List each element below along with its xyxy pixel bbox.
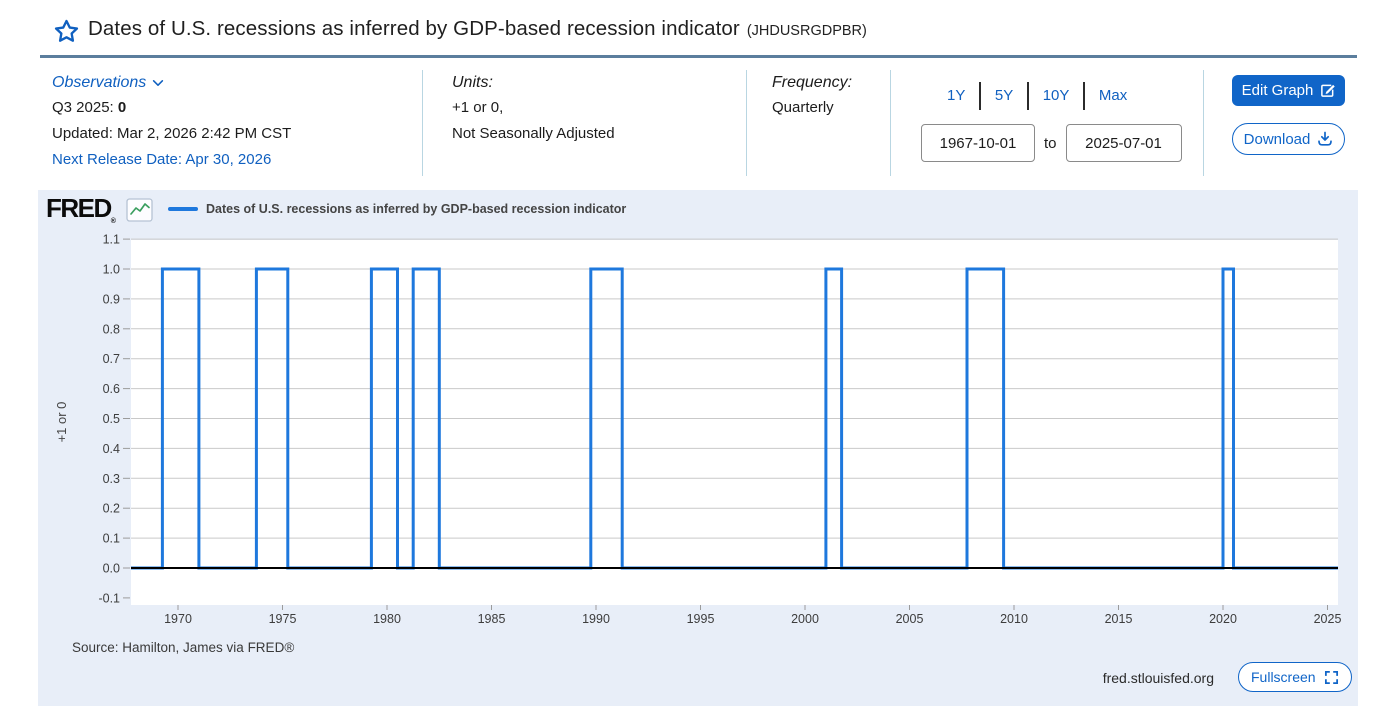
svg-text:0.9: 0.9 [103, 292, 120, 306]
meta-divider [890, 70, 891, 176]
range-link-max[interactable]: Max [1098, 87, 1128, 104]
range-link-separator [979, 82, 981, 110]
next-release-link[interactable]: Next Release Date: Apr 30, 2026 [52, 151, 272, 168]
fred-logo-chart-icon [126, 198, 153, 222]
svg-text:1985: 1985 [478, 612, 506, 626]
date-range-controls: to [921, 124, 1182, 162]
series-id: (JHDUSRGDPBR) [746, 23, 867, 39]
svg-text:1980: 1980 [373, 612, 401, 626]
download-button[interactable]: Download [1232, 123, 1345, 155]
page-title-row: Dates of U.S. recessions as inferred by … [88, 17, 867, 41]
date-range-to-label: to [1044, 134, 1057, 152]
svg-text:1995: 1995 [687, 612, 715, 626]
legend-line-swatch [168, 207, 198, 211]
start-date-input[interactable] [921, 124, 1035, 162]
units-label: Units: [452, 74, 493, 91]
chart-card: FRED® Dates of U.S. recessions as inferr… [38, 190, 1358, 706]
frequency-section: Frequency: Quarterly [772, 71, 852, 121]
fred-logo[interactable]: FRED® [46, 193, 116, 225]
svg-text:2000: 2000 [791, 612, 819, 626]
fullscreen-label: Fullscreen [1251, 669, 1316, 685]
range-link-separator [1027, 82, 1029, 110]
svg-text:0.0: 0.0 [103, 562, 120, 576]
chevron-down-icon [153, 80, 164, 86]
edit-pencil-icon [1321, 84, 1336, 97]
favorite-star-icon[interactable] [54, 19, 79, 44]
observations-label: Observations [52, 74, 147, 91]
edit-graph-button[interactable]: Edit Graph [1232, 75, 1345, 106]
title-divider [40, 55, 1357, 58]
units-section: Units: +1 or 0, Not Seasonally Adjusted [452, 71, 615, 147]
svg-text:2025: 2025 [1314, 612, 1342, 626]
frequency-label: Frequency: [772, 74, 853, 91]
svg-text:2010: 2010 [1000, 612, 1028, 626]
units-value-line2: Not Seasonally Adjusted [452, 125, 615, 142]
edit-graph-label: Edit Graph [1241, 82, 1314, 99]
svg-text:1.1: 1.1 [103, 233, 120, 247]
svg-text:0.6: 0.6 [103, 382, 120, 396]
chart-source: Source: Hamilton, James via FRED® [72, 640, 295, 655]
legend-series-label[interactable]: Dates of U.S. recessions as inferred by … [206, 202, 627, 216]
chart-legend: Dates of U.S. recessions as inferred by … [168, 202, 626, 216]
svg-text:2015: 2015 [1105, 612, 1133, 626]
range-link-1y[interactable]: 1Y [947, 87, 966, 104]
page-title: Dates of U.S. recessions as inferred by … [88, 17, 740, 40]
svg-text:0.1: 0.1 [103, 532, 120, 546]
svg-text:1970: 1970 [164, 612, 192, 626]
fred-logo-registered-mark: ® [110, 218, 116, 225]
range-link-5y[interactable]: 5Y [994, 87, 1014, 104]
updated-timestamp: Updated: Mar 2, 2026 2:42 PM CST [52, 125, 292, 142]
svg-text:1990: 1990 [582, 612, 610, 626]
svg-text:0.5: 0.5 [103, 412, 120, 426]
svg-text:1.0: 1.0 [103, 263, 120, 277]
range-link-separator [1083, 82, 1085, 110]
observations-dropdown[interactable]: Observations [52, 71, 291, 95]
latest-observation-value: 0 [117, 99, 127, 116]
meta-divider [1203, 70, 1204, 176]
graph-actions: Edit Graph Download [1232, 75, 1345, 155]
svg-text:0.8: 0.8 [103, 322, 120, 336]
fullscreen-icon [1324, 670, 1338, 684]
svg-text:0.7: 0.7 [103, 352, 120, 366]
download-icon [1318, 131, 1333, 146]
svg-text:2005: 2005 [896, 612, 924, 626]
latest-observation: Q3 2025: 0 [52, 99, 127, 116]
meta-divider [746, 70, 747, 176]
fullscreen-button[interactable]: Fullscreen [1238, 662, 1352, 692]
frequency-value: Quarterly [772, 99, 834, 116]
download-label: Download [1243, 130, 1311, 148]
meta-divider [422, 70, 423, 176]
fred-site-url: fred.stlouisfed.org [1102, 670, 1214, 686]
svg-text:0.2: 0.2 [103, 502, 120, 516]
svg-text:0.3: 0.3 [103, 472, 120, 486]
units-value-line1: +1 or 0, [452, 99, 504, 116]
svg-text:0.4: 0.4 [103, 442, 120, 456]
recession-step-chart[interactable]: 1.1 1.0 0.9 0.8 0.7 0.6 0.5 0.4 0.3 0.2 0.1 0.0 -0.1… [38, 190, 1358, 706]
svg-text:-0.1: -0.1 [98, 591, 120, 605]
end-date-input[interactable] [1065, 124, 1182, 162]
range-shortcut-links: 1Y 5Y 10Y Max [933, 81, 1141, 111]
range-link-10y[interactable]: 10Y [1042, 87, 1070, 104]
svg-text:2020: 2020 [1209, 612, 1237, 626]
svg-text:1975: 1975 [269, 612, 297, 626]
svg-text:+1 or 0: +1 or 0 [54, 402, 69, 443]
observations-section: Observations Q3 2025: 0 Updated: Mar 2, … [52, 71, 291, 173]
